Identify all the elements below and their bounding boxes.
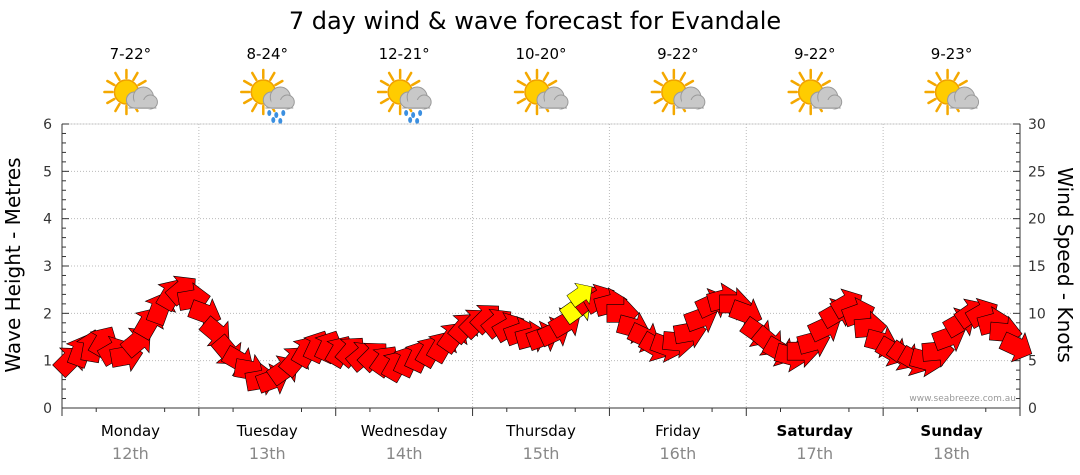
right-tick-label: 15 [1028, 259, 1046, 275]
day-date-label: 15th [523, 444, 560, 463]
right-tick-label: 25 [1028, 164, 1046, 180]
day-date-label: 16th [659, 444, 696, 463]
day-name-label: Monday [101, 422, 160, 440]
day-temperature: 10-20° [515, 45, 566, 63]
day-date-label: 12th [112, 444, 149, 463]
wind-arrow-highlighted [566, 282, 593, 308]
plot-area [61, 123, 1021, 409]
chart-title: 7 day wind & wave forecast for Evandale [289, 7, 781, 35]
right-tick-label: 30 [1028, 117, 1046, 133]
left-axis: 0 1 2 3 4 5 6 [43, 117, 69, 417]
day-name-label: Sunday [920, 422, 983, 440]
day-name-label: Friday [655, 422, 701, 440]
right-axis-title: Wind Speed - Knots [1053, 167, 1077, 363]
day-name-label: Thursday [505, 422, 576, 440]
day-temperature: 9-22° [794, 45, 836, 63]
day-date-label: 14th [386, 444, 423, 463]
wind-arrow [998, 331, 1033, 363]
sun-cloud-rain-icon [376, 68, 432, 124]
credit-text: www.seabreeze.com.au [909, 394, 1016, 404]
day-date-label: 18th [933, 444, 970, 463]
sun-cloud-icon [650, 68, 706, 116]
day-temperature: 12-21° [379, 45, 430, 63]
day-date-label: 13th [249, 444, 286, 463]
day-temperature: 7-22° [110, 45, 152, 63]
day-temperature: 8-24° [247, 45, 289, 63]
wind-series [52, 275, 1033, 396]
sun-cloud-icon [103, 68, 158, 116]
day-temperature: 9-22° [657, 45, 699, 63]
left-tick-label: 1 [43, 354, 52, 370]
sun-cloud-icon [787, 68, 843, 116]
right-tick-label: 0 [1028, 401, 1037, 417]
left-axis-title: Wave Height - Metres [1, 157, 25, 372]
left-tick-label: 6 [43, 117, 52, 133]
day-name-label: Saturday [777, 422, 854, 440]
left-tick-label: 3 [43, 259, 52, 275]
day-name-label: Tuesday [236, 422, 298, 440]
right-axis: 0 5 10 15 20 25 30 [1013, 117, 1046, 417]
day-name-label: Wednesday [361, 422, 448, 440]
sun-cloud-icon [513, 68, 569, 116]
forecast-row: 7-22° 8-24° 12-21° 10-20° 9-22° 9-22° 9-23° [103, 45, 980, 124]
left-tick-label: 4 [43, 212, 52, 228]
left-tick-label: 0 [43, 401, 52, 417]
day-labels: Monday 12th Tuesday 13th Wednesday 14th Thursd… [61, 407, 1021, 463]
right-tick-label: 20 [1028, 212, 1046, 228]
left-tick-label: 5 [43, 164, 52, 180]
right-tick-label: 10 [1028, 306, 1046, 322]
sun-cloud-icon [924, 68, 980, 116]
right-tick-label: 5 [1028, 354, 1037, 370]
grid [61, 123, 1021, 409]
day-temperature: 9-23° [931, 45, 973, 63]
day-date-label: 17th [796, 444, 833, 463]
sun-cloud-rain-icon [240, 68, 295, 124]
left-tick-label: 2 [43, 306, 52, 322]
